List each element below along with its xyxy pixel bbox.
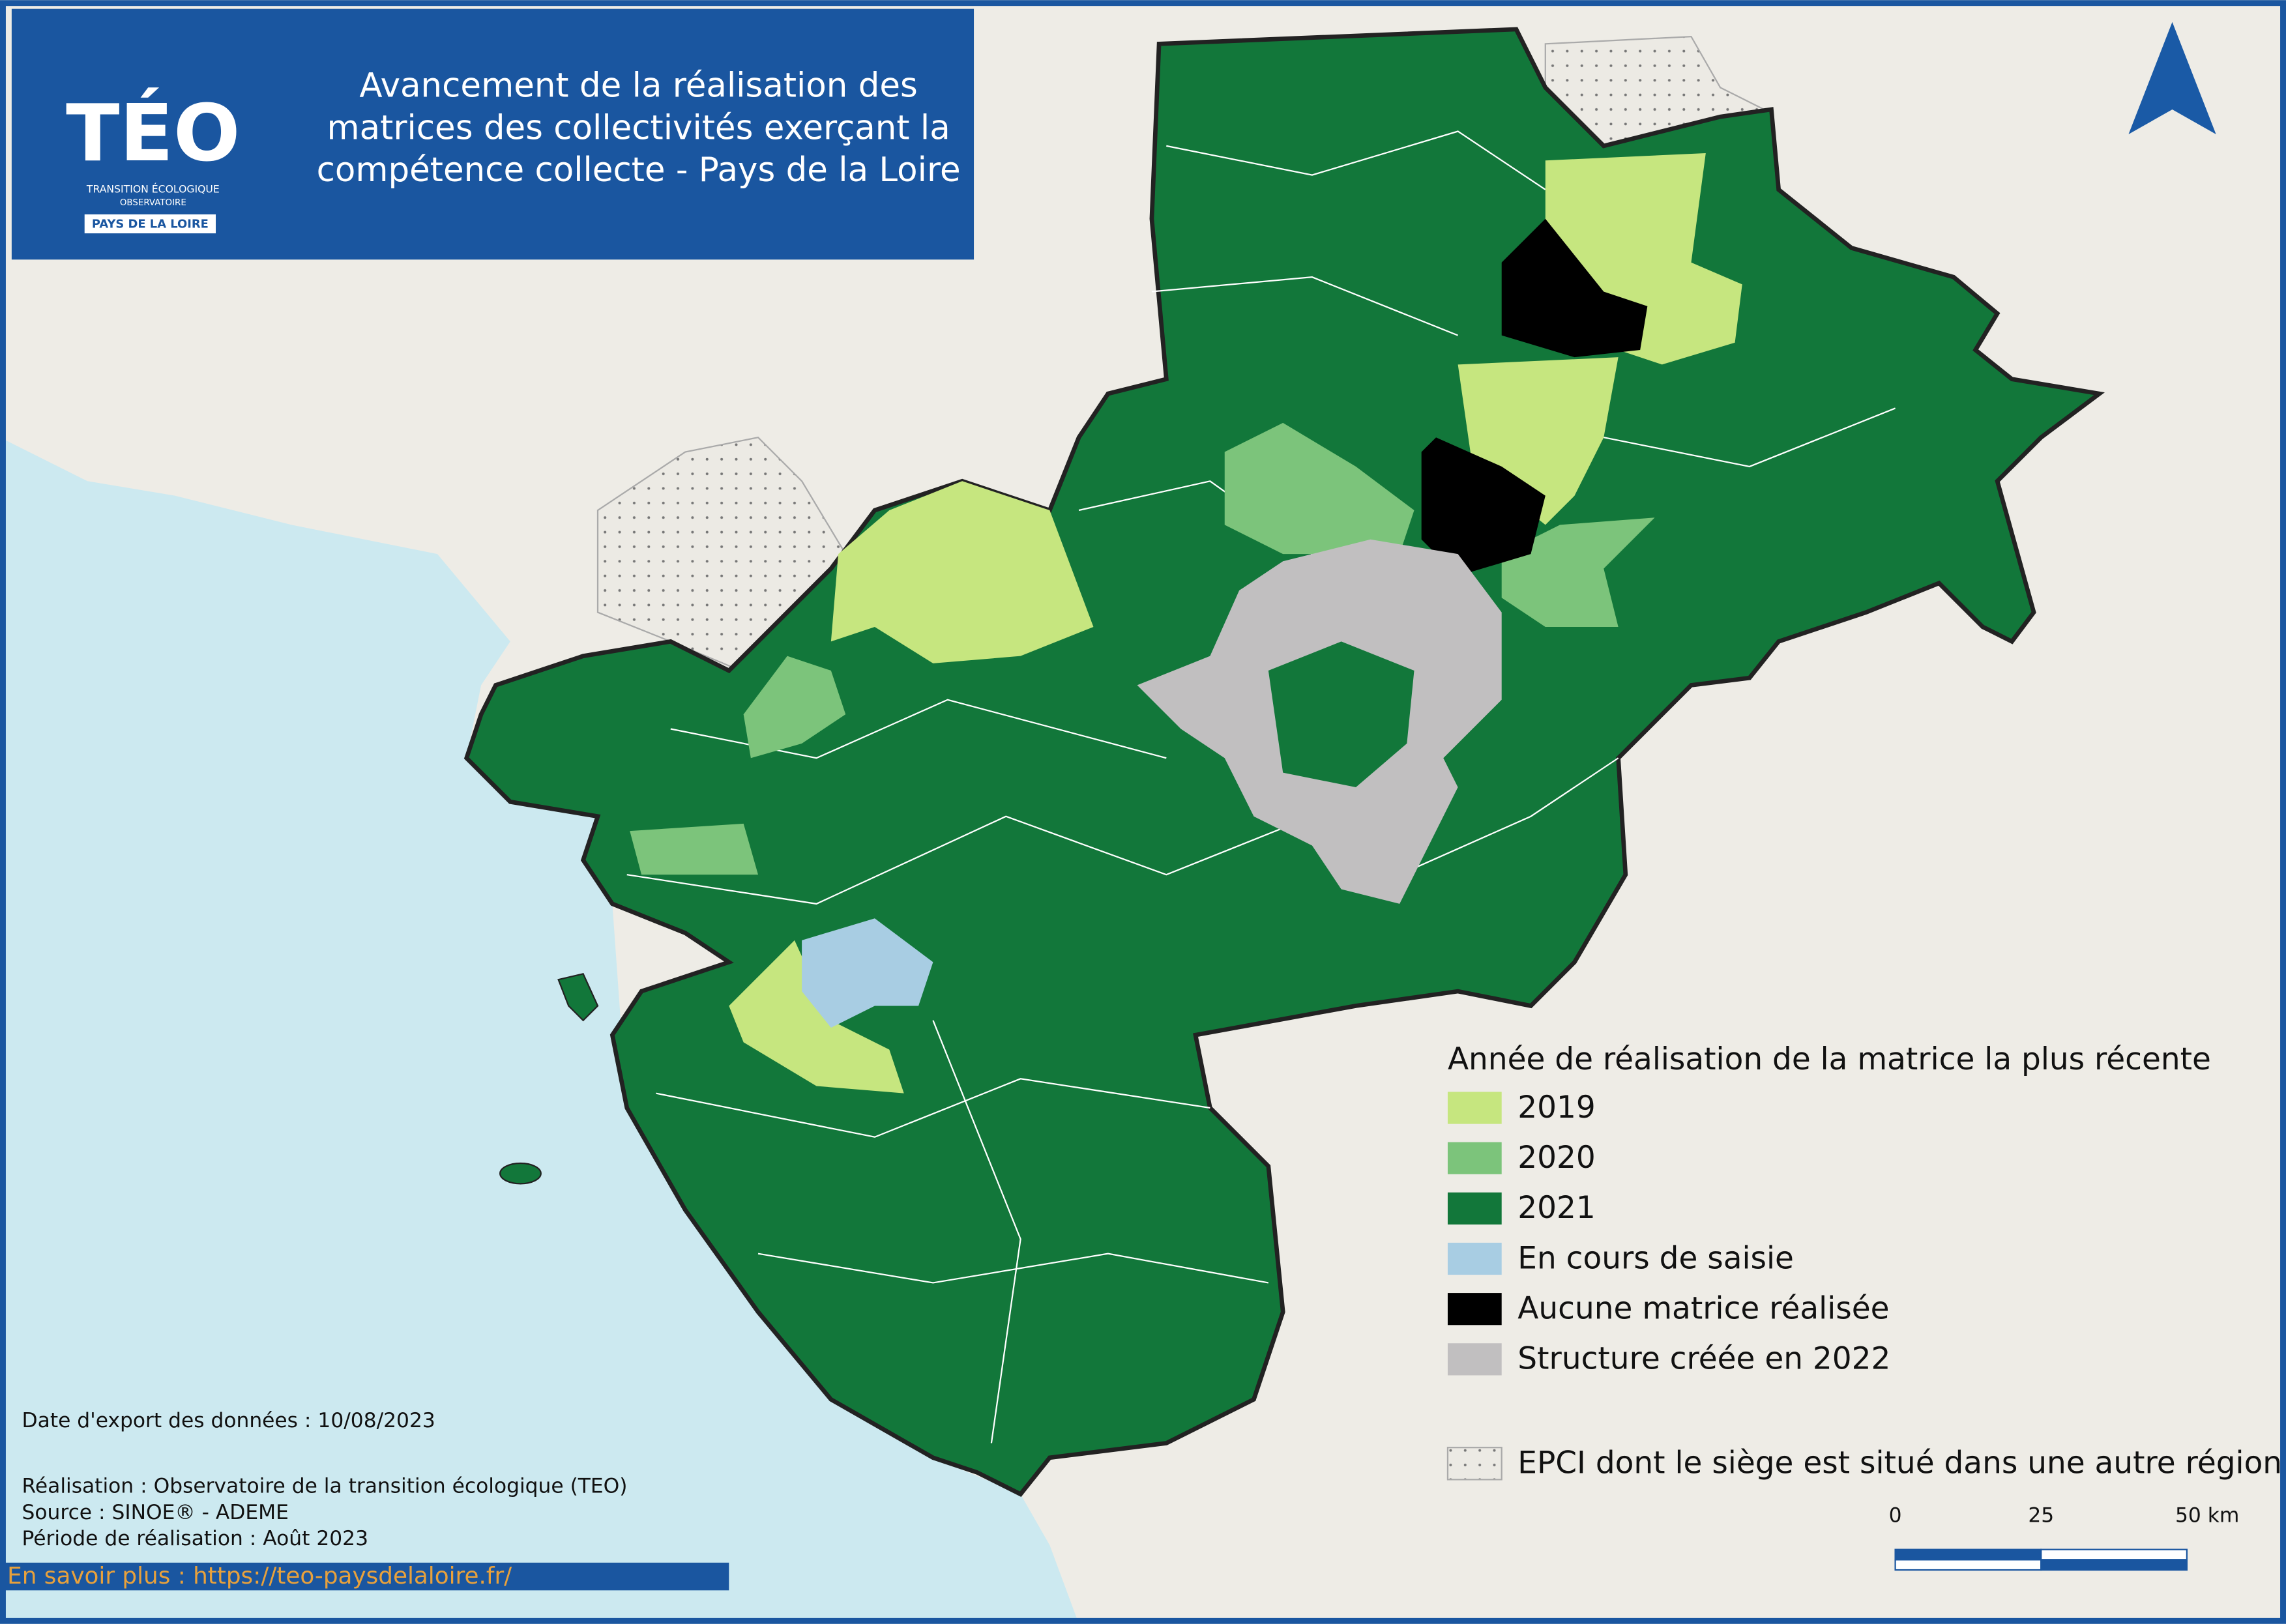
- epci-2020: [1224, 422, 1414, 555]
- epci-2019: [729, 940, 904, 1094]
- north-arrow: [2128, 22, 2216, 134]
- legend-label: Structure créée en 2022: [1517, 1341, 1890, 1377]
- legend: Année de réalisation de la matrice la pl…: [1446, 1041, 2282, 1481]
- scale-bar: [1894, 1559, 2042, 1571]
- island: [499, 1162, 542, 1185]
- title: Avancement de la réalisation desmatrices…: [317, 66, 961, 190]
- legend-label: 2021: [1517, 1190, 1596, 1226]
- credit-line: Réalisation : Observatoire de la transit…: [22, 1475, 628, 1498]
- legend-swatch: [1447, 1192, 1502, 1225]
- credit-line: Source : SINOE® - ADEME: [22, 1501, 289, 1524]
- scale-bar: [2040, 1548, 2188, 1561]
- logo-region-box: [84, 214, 216, 234]
- legend-label: 2019: [1517, 1090, 1596, 1125]
- legend-label: Aucune matrice réalisée: [1517, 1290, 1889, 1326]
- epci-2019: [830, 481, 1094, 663]
- legend-label: EPCI dont le siège est situé dans une au…: [1517, 1445, 2282, 1481]
- title-line: Avancement de la réalisation des: [359, 66, 917, 105]
- title-line: compétence collecte - Pays de la Loire: [317, 151, 961, 190]
- scale-bar: [2040, 1559, 2188, 1571]
- legend-swatch: [1447, 1142, 1502, 1174]
- legend-swatch: [1447, 1242, 1502, 1275]
- legend-swatch: [1447, 1343, 1502, 1376]
- export-date: Date d'export des données : 10/08/2023: [22, 1409, 435, 1432]
- credit-line: Période de réalisation : Août 2023: [22, 1527, 368, 1550]
- epci-2020: [1501, 517, 1655, 627]
- epci-2020: [743, 656, 846, 759]
- legend-swatch: [1447, 1293, 1502, 1326]
- legend-swatch: [1446, 1447, 1502, 1481]
- legend-swatch: [1447, 1092, 1502, 1124]
- epci-2019: [1545, 153, 1742, 365]
- epci-none: [1501, 218, 1648, 358]
- link-bar[interactable]: [0, 1562, 729, 1591]
- epci-2021: [1268, 641, 1414, 787]
- epci-saisie: [802, 918, 933, 1028]
- legend-label: 2020: [1517, 1140, 1596, 1176]
- scale-label: 25: [2028, 1503, 2054, 1527]
- logo: TÉO: [66, 87, 241, 179]
- title-line: matrices des collectivités exerçant la: [327, 108, 950, 147]
- logo-region: PAYS DE LA LOIRE: [92, 218, 209, 231]
- island: [557, 972, 599, 1022]
- logo-sub: TRANSITION ÉCOLOGIQUE: [86, 182, 220, 195]
- epci-none: [1421, 437, 1546, 576]
- epci-2020: [630, 823, 759, 875]
- credits: Réalisation : Observatoire de la transit…: [22, 1475, 628, 1551]
- logo-sub: OBSERVATOIRE: [120, 198, 186, 208]
- scale-labels: 0 25 50 km: [1889, 1503, 2240, 1527]
- legend-title: Année de réalisation de la matrice la pl…: [1448, 1041, 2211, 1077]
- link[interactable]: En savoir plus : https://teo-paysdelaloi…: [7, 1563, 512, 1589]
- scale-label: 50 km: [2175, 1503, 2239, 1527]
- legend-label: En cours de saisie: [1517, 1240, 1794, 1276]
- scale-bar: [1894, 1548, 2042, 1561]
- sea: [0, 437, 1079, 1624]
- scale-label: 0: [1889, 1503, 1902, 1527]
